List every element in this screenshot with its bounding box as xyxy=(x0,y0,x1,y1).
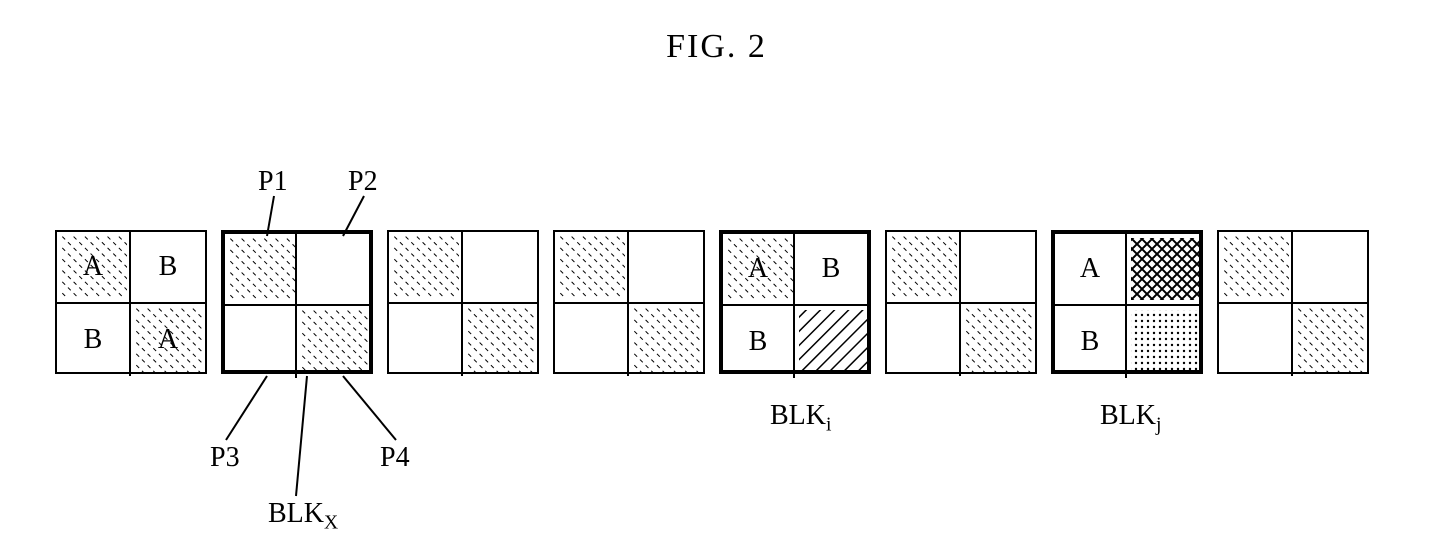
cell xyxy=(887,232,961,304)
cell: B xyxy=(57,304,131,376)
cell: A xyxy=(131,304,205,376)
cell-label: A xyxy=(1080,253,1100,285)
cell xyxy=(297,234,369,306)
cell xyxy=(1127,306,1199,378)
cell xyxy=(629,232,703,304)
cell-label: B xyxy=(1081,326,1100,358)
cell-label: A xyxy=(158,324,178,356)
block: A B B A xyxy=(55,230,207,374)
cell xyxy=(1293,304,1367,376)
cell-label: B xyxy=(749,326,768,358)
cell xyxy=(961,232,1035,304)
figure-title-text: FIG. 2 xyxy=(666,28,767,65)
callout-label: P2 xyxy=(348,166,378,198)
cell: A xyxy=(1055,234,1127,306)
cell: B xyxy=(723,306,795,378)
block: AB xyxy=(1051,230,1203,374)
cell xyxy=(555,304,629,376)
cell: B xyxy=(1055,306,1127,378)
cell xyxy=(555,232,629,304)
block-grid: ABBAABBAB xyxy=(55,230,1383,374)
cell: B xyxy=(131,232,205,304)
cell xyxy=(463,232,537,304)
cell xyxy=(1293,232,1367,304)
cell-label: B xyxy=(159,251,178,283)
cell-label: A xyxy=(748,253,768,285)
callout-label: BLKj xyxy=(1100,400,1161,437)
block xyxy=(553,230,705,374)
cell: A xyxy=(723,234,795,306)
callout-label: BLKi xyxy=(770,400,831,437)
block xyxy=(387,230,539,374)
block xyxy=(1217,230,1369,374)
callout-label: BLKX xyxy=(268,498,338,535)
cell-label: A xyxy=(83,251,103,283)
callout-label: P4 xyxy=(380,442,410,474)
cell xyxy=(1219,304,1293,376)
cell-label: B xyxy=(84,324,103,356)
cell xyxy=(389,304,463,376)
cell xyxy=(225,306,297,378)
cell xyxy=(389,232,463,304)
cell xyxy=(961,304,1035,376)
cell xyxy=(887,304,961,376)
cell xyxy=(1127,234,1199,306)
figure-title: FIG. 2 xyxy=(0,28,1433,66)
cell xyxy=(463,304,537,376)
cell xyxy=(297,306,369,378)
block: A B B xyxy=(719,230,871,374)
cell xyxy=(225,234,297,306)
block xyxy=(885,230,1037,374)
cell: B xyxy=(795,234,867,306)
callout-label: P3 xyxy=(210,442,240,474)
block xyxy=(221,230,373,374)
cell xyxy=(629,304,703,376)
cell xyxy=(795,306,867,378)
callout-label: P1 xyxy=(258,166,288,198)
cell: A xyxy=(57,232,131,304)
cell xyxy=(1219,232,1293,304)
cell-label: B xyxy=(822,253,841,285)
